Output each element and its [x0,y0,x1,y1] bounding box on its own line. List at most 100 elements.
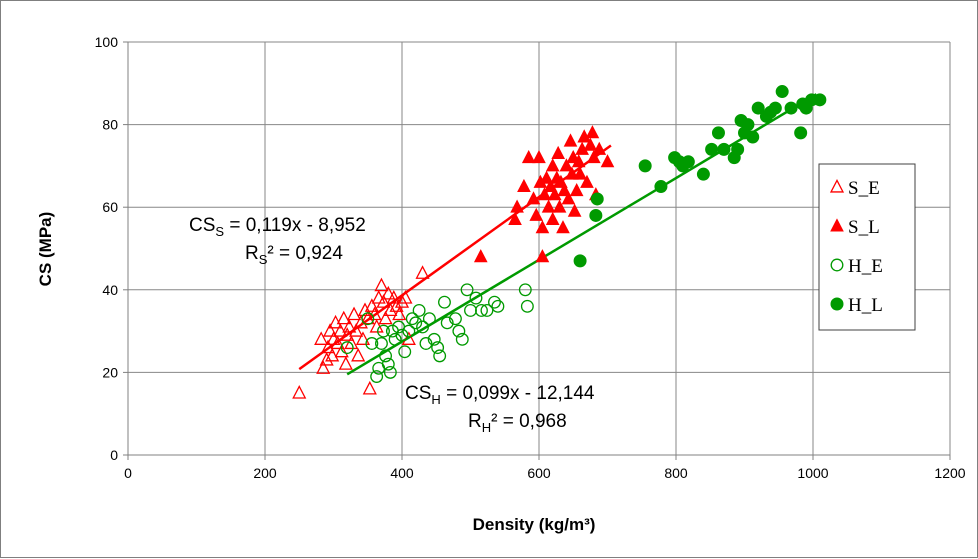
data-point [427,332,441,346]
data-point [416,320,430,334]
data-point [374,277,389,292]
data-point [357,302,373,317]
data-point [464,304,477,317]
data-point [510,199,524,213]
data-point [775,85,789,99]
data-point [705,142,719,156]
x-tick-label: 1000 [797,465,828,481]
data-point [320,339,336,354]
series-s-l [473,125,615,263]
data-point [375,337,388,350]
y-axis-title: CS (MPa) [36,212,55,287]
data-point [681,155,695,169]
data-point [383,302,398,317]
data-point [448,312,462,326]
data-point [353,314,368,329]
series-h-l [573,85,827,268]
data-point [415,265,430,279]
data-point [480,304,494,317]
data-point [378,310,393,325]
data-point [323,323,338,337]
data-point [563,133,578,147]
data-point [455,332,469,346]
data-point [342,318,357,333]
data-point [386,290,401,304]
data-point [654,180,668,194]
data-point [431,341,445,355]
data-point [405,312,419,326]
data-point [336,310,351,325]
data-point [314,331,329,345]
data-point [545,211,560,226]
data-point [376,294,391,308]
data-point [383,365,397,379]
s-equation-label: CSS = 0,119x - 8,952 [189,215,366,239]
y-tick-label: 20 [102,364,118,380]
data-point [571,154,586,168]
data-point [402,324,416,338]
data-point [330,335,345,350]
data-point [746,130,760,144]
data-point [537,187,552,201]
data-point [292,385,307,399]
data-point [784,101,798,115]
data-point [567,203,582,217]
data-point [361,312,375,326]
data-point [475,304,488,317]
data-point [394,294,410,308]
data-point [547,187,562,201]
data-point [371,290,386,304]
legend: S_E S_L H_E H_L [818,163,916,331]
data-point [412,304,426,317]
s-r2-label: RS² = 0,924 [245,243,343,267]
y-tick-label: 0 [110,447,118,463]
y-tick-label: 100 [95,34,119,50]
data-point [349,323,364,337]
data-point [556,220,570,234]
data-point [696,167,710,181]
data-point [526,191,541,205]
legend-label: S_L [848,217,880,238]
x-tick-label: 600 [527,465,551,481]
x-tick-label: 800 [664,465,688,481]
data-point [731,142,745,156]
data-point [539,170,554,184]
data-point [346,306,362,321]
data-point [600,154,615,168]
data-point [401,331,416,345]
data-point [559,158,574,172]
data-point [551,145,566,159]
legend-items: S_E S_L H_E H_L [829,178,883,316]
data-point [370,370,384,383]
data-point [344,335,359,350]
legend-label: S_E [848,178,880,199]
data-point [381,357,395,371]
legend-marker [830,218,844,232]
y-tick-label: 80 [102,117,118,133]
data-point [552,199,567,213]
data-point [573,254,587,268]
data-point [520,299,534,313]
data-point [545,158,560,172]
h-equation-label: CSH = 0,099x - 12,144 [405,383,595,407]
data-point [583,137,598,151]
data-point [541,199,556,213]
data-point [365,337,379,350]
data-point [535,249,550,263]
data-point [521,149,536,164]
data-point [508,211,522,226]
data-point [565,166,579,180]
data-point [585,125,600,139]
data-point [395,328,409,342]
legend-label: H_L [848,295,883,316]
data-point [491,299,505,313]
data-point [440,316,454,330]
data-point [377,324,390,338]
data-point [325,347,340,362]
data-point [351,347,366,362]
data-point [392,306,407,321]
legend-label: H_E [848,256,883,277]
equation-annotations: CSS = 0,119x - 8,952 RS² = 0,924 CSH = 0… [189,215,595,435]
data-point [751,101,765,115]
